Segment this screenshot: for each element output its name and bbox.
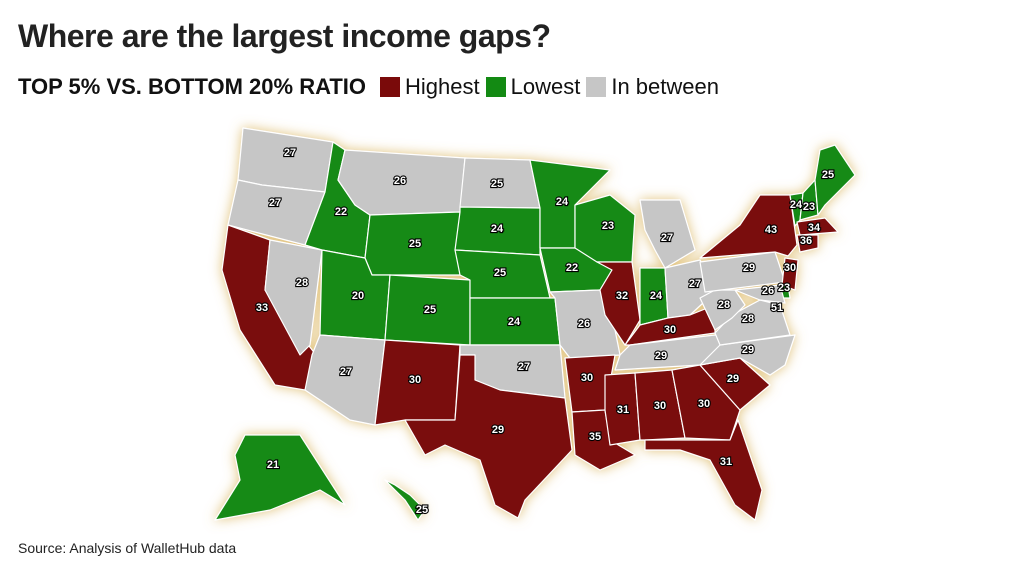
state	[796, 234, 819, 253]
state-value: 27	[518, 361, 530, 373]
state	[644, 419, 763, 521]
state-value: 34	[808, 222, 821, 234]
state-value: 26	[394, 175, 406, 187]
state-value: 30	[784, 262, 796, 274]
state	[214, 434, 346, 521]
source: Source: Analysis of WalletHub data	[18, 540, 237, 556]
state	[596, 261, 641, 346]
state	[404, 354, 573, 519]
state	[699, 194, 798, 259]
state-value: 30	[698, 398, 710, 410]
state-value: 30	[664, 324, 676, 336]
state-value: 24	[650, 290, 663, 302]
state-value: 23	[778, 282, 790, 294]
state-value: 43	[765, 224, 777, 236]
state-value: 27	[269, 197, 281, 209]
state-value: 27	[661, 232, 673, 244]
state-value: 24	[556, 196, 569, 208]
state	[264, 239, 323, 356]
legend-item: In between	[586, 74, 719, 100]
state	[304, 334, 386, 426]
state-value: 25	[416, 504, 428, 516]
state-value: 27	[689, 278, 701, 290]
state-value: 30	[409, 374, 421, 386]
state	[796, 217, 839, 236]
state-value: 23	[602, 220, 614, 232]
state-value: 36	[800, 235, 812, 247]
state-value: 28	[718, 299, 730, 311]
state-value: 28	[296, 277, 308, 289]
legend-swatch	[586, 77, 607, 97]
state-value: 24	[491, 223, 504, 235]
state	[771, 301, 782, 312]
state-value: 32	[616, 290, 628, 302]
subtitle: TOP 5% VS. BOTTOM 20% RATIO	[18, 74, 367, 99]
state-value: 33	[256, 302, 268, 314]
state-value: 31	[617, 404, 629, 416]
state	[814, 144, 856, 216]
state-value: 25	[409, 238, 421, 250]
state-value: 29	[727, 373, 739, 385]
state-value: 22	[566, 262, 578, 274]
state-value: 24	[508, 316, 521, 328]
state-value: 20	[352, 290, 364, 302]
states	[214, 127, 856, 521]
state-value: 28	[742, 313, 754, 325]
legend: TOP 5% VS. BOTTOM 20% RATIO Highest Lowes…	[18, 74, 725, 100]
state-value: 30	[654, 400, 666, 412]
state-value: 21	[267, 459, 279, 471]
state-value: 27	[340, 366, 352, 378]
state	[781, 257, 799, 291]
state-value: 29	[742, 344, 754, 356]
state-value: 27	[284, 147, 296, 159]
state-value: 30	[581, 372, 593, 384]
state	[384, 479, 426, 521]
legend-label: Lowest	[510, 74, 581, 99]
state-value: 29	[492, 424, 504, 436]
state-value: 26	[762, 285, 774, 297]
state-value: 31	[720, 456, 732, 468]
state-value: 22	[335, 206, 347, 218]
legend-label: In between	[611, 74, 719, 99]
state-value: 51	[771, 302, 783, 314]
legend-label: Highest	[405, 74, 480, 99]
legend-item: Highest	[380, 74, 480, 100]
state-value: 25	[424, 304, 436, 316]
state	[734, 284, 786, 304]
title: Where are the largest income gaps?	[18, 18, 551, 54]
state	[364, 211, 461, 276]
state	[604, 372, 641, 446]
state	[634, 369, 686, 441]
state-value: 35	[589, 431, 601, 443]
state-value: 25	[491, 178, 503, 190]
legend-swatch	[380, 77, 401, 97]
state-value: 29	[655, 350, 667, 362]
state-labels: 27 27 33 28 22 26 25 20 25 27 30 25 24 25 24 27 29 24 22 26…	[255, 146, 835, 517]
state-value: 26	[578, 318, 590, 330]
legend-swatch	[485, 77, 506, 97]
state-value: 24	[790, 199, 803, 211]
state-value: 23	[803, 201, 815, 213]
state-value: 29	[743, 262, 755, 274]
state-value: 25	[494, 267, 506, 279]
state	[671, 364, 741, 441]
state-value: 25	[822, 169, 834, 181]
legend-item: Lowest	[485, 74, 581, 100]
